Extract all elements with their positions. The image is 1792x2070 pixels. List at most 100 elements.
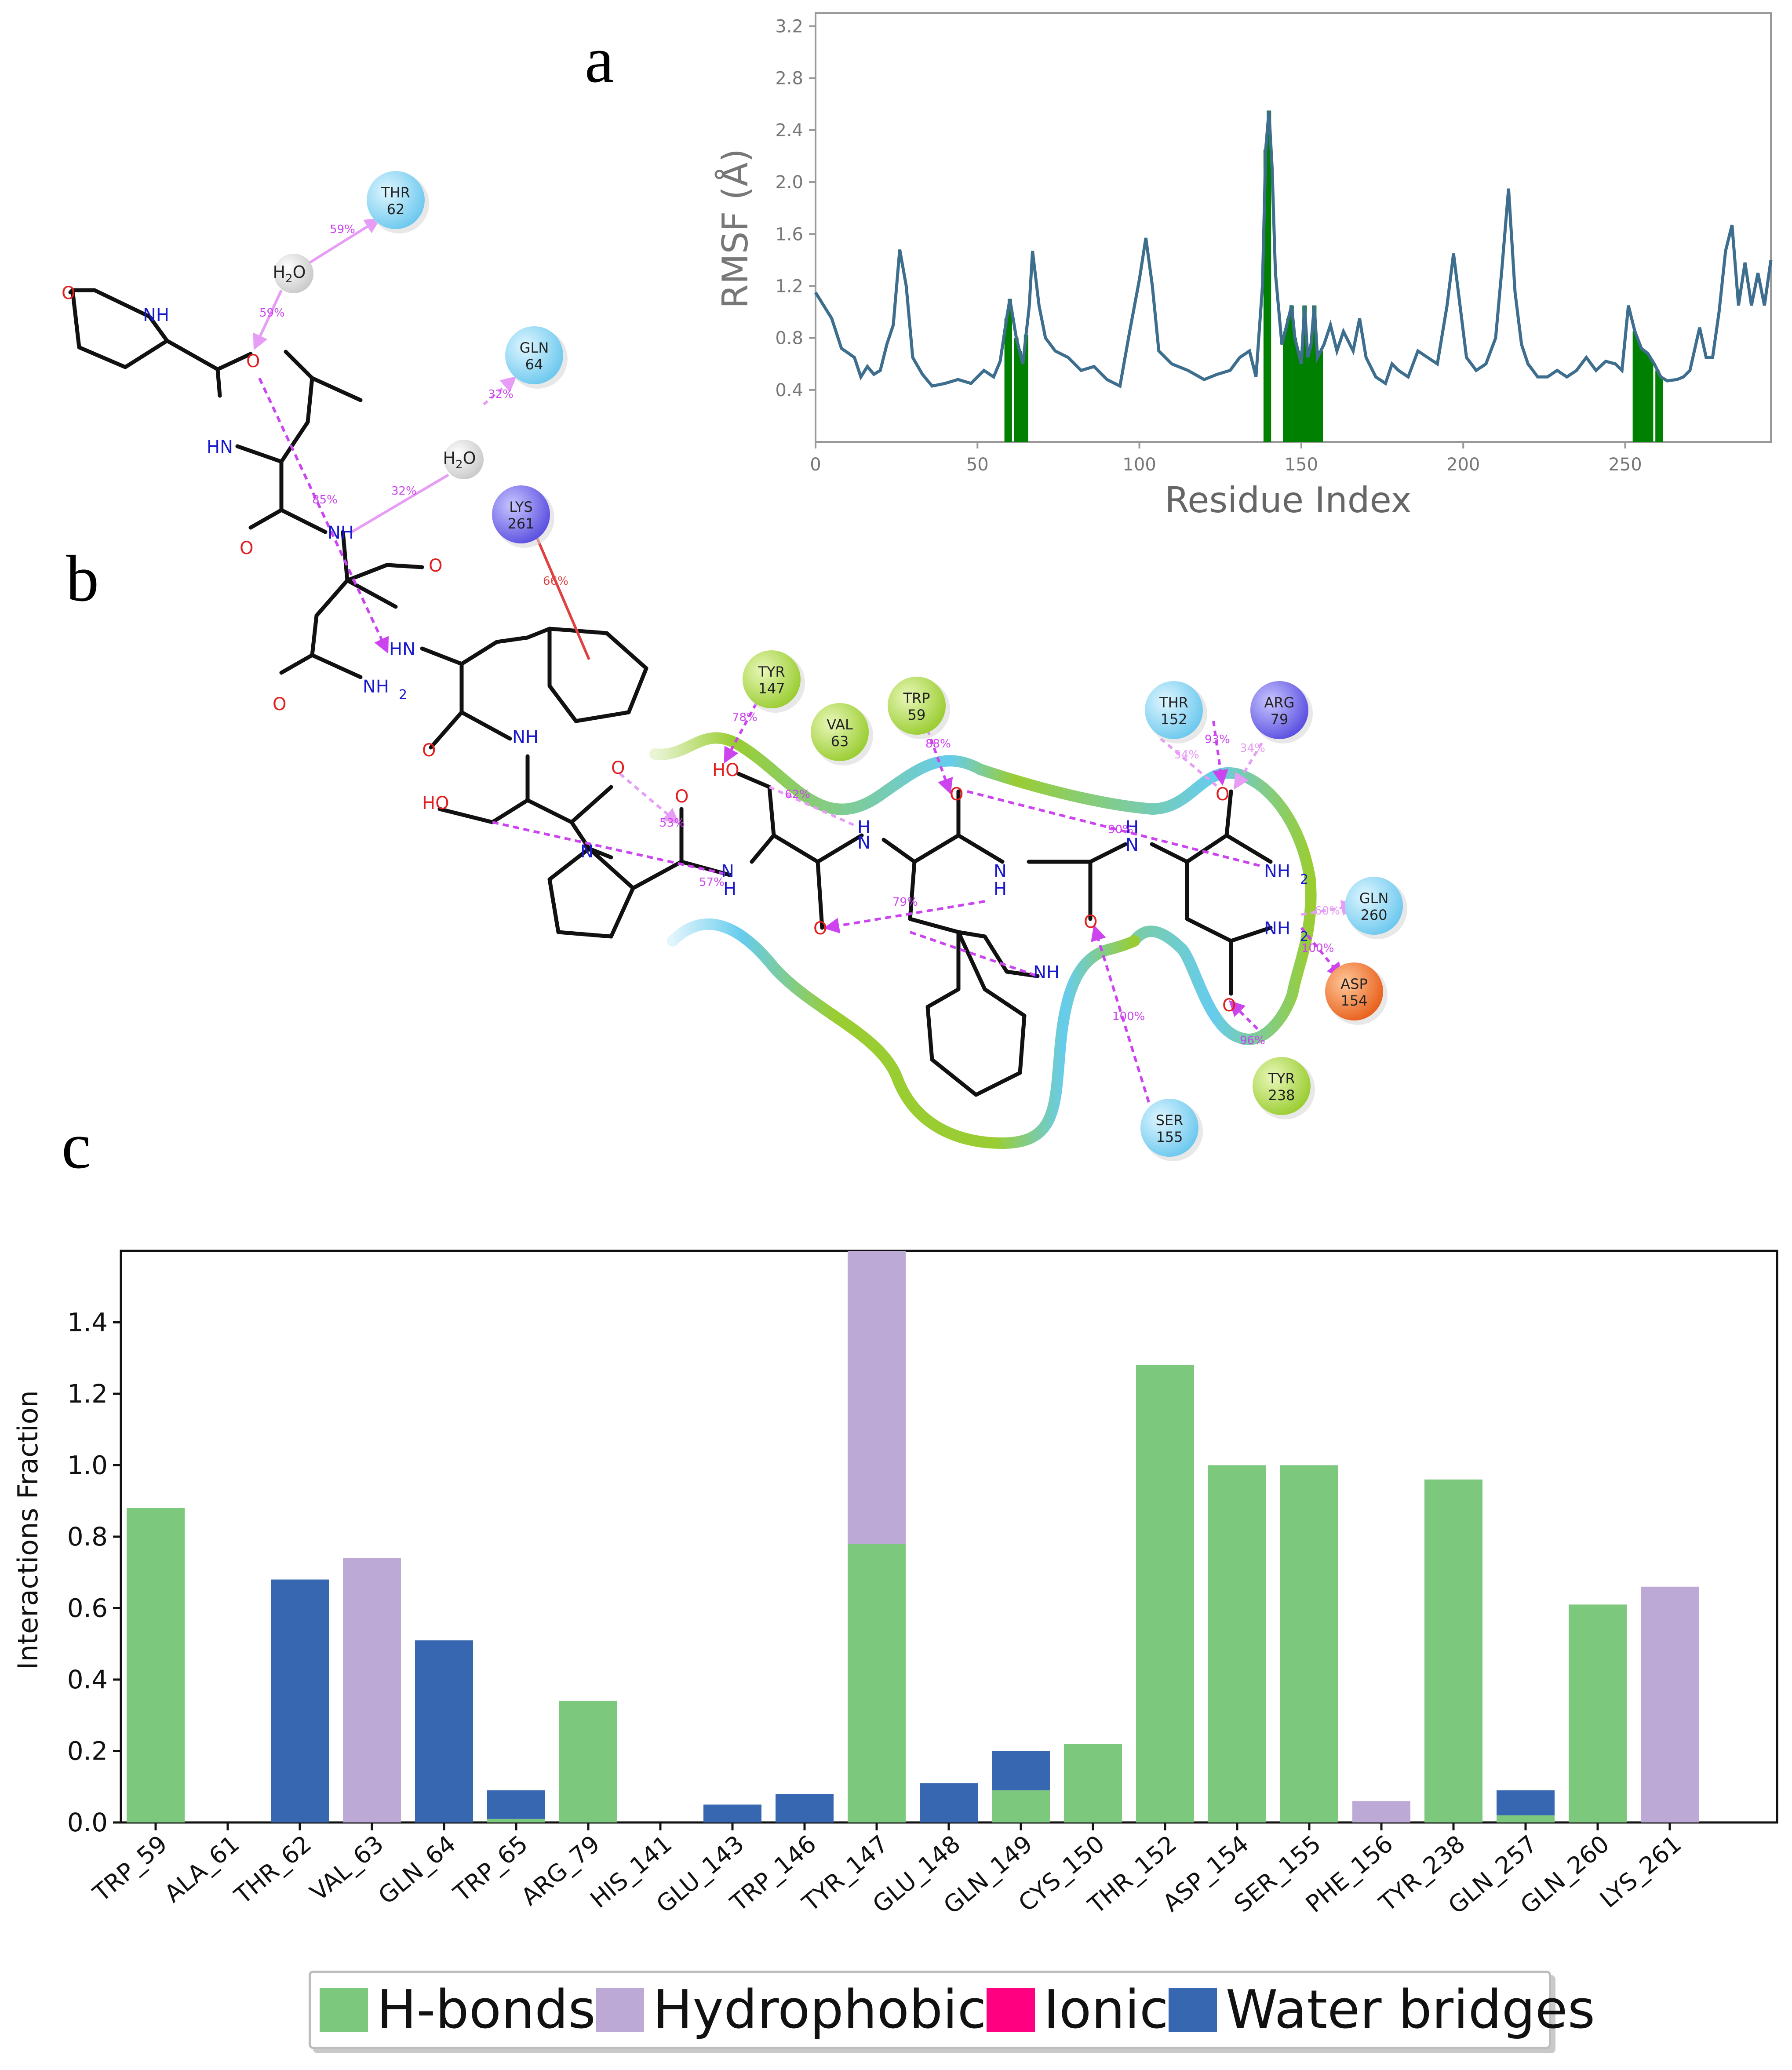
residue-name: LYS xyxy=(509,499,532,515)
percent-label: 32% xyxy=(488,388,514,401)
residue-number: 155 xyxy=(1156,1129,1183,1145)
bar-water-bridges-glu_148 xyxy=(920,1783,978,1822)
rmsf-y-tick-label: 2.4 xyxy=(775,120,803,141)
percent-label: 34% xyxy=(1240,742,1265,755)
interaction-percent-labels: 59% 59% 32% 32% 85% 66% 78% 62% 53% 57% … xyxy=(259,223,1340,1047)
bar-x-tick-label: TRP_59 xyxy=(87,1830,173,1908)
panel-letter-b: b xyxy=(66,542,99,615)
atom-n: N xyxy=(721,861,734,882)
legend-label: Ionic xyxy=(1043,1979,1169,2041)
rmsf-highlight-bar xyxy=(1293,338,1297,442)
percent-label: 93% xyxy=(1205,733,1230,746)
panel-letter-c: c xyxy=(62,1109,91,1182)
bar-x-tick-label: VAL_63 xyxy=(305,1830,389,1906)
atom-sub: 2 xyxy=(399,687,407,703)
residue-name: ARG xyxy=(1264,694,1295,711)
rmsf-highlight-bar xyxy=(1658,377,1663,442)
percent-label: 79% xyxy=(892,896,918,909)
bar-series xyxy=(127,1251,1699,1822)
rmsf-y-tick-label: 1.2 xyxy=(775,276,803,296)
bar-hydrophobic-tyr_147 xyxy=(848,1251,906,1544)
atom-ho: HO xyxy=(712,760,739,780)
water-molecules: H2O H2O xyxy=(273,254,484,479)
chart-legend: H-bonds Hydrophobic Ionic Water bridges xyxy=(309,1971,1595,2049)
atom-o: O xyxy=(422,740,436,761)
legend-swatch-ionic xyxy=(986,1988,1035,2032)
bar-h-bonds-ser_155 xyxy=(1280,1465,1338,1822)
atom-o: O xyxy=(1084,912,1097,932)
bar-water-bridges-gln_257 xyxy=(1497,1790,1555,1815)
residue-name: THR xyxy=(1159,694,1188,711)
legend-item-ionic: Ionic xyxy=(986,1979,1169,2041)
rmsf-x-tick-label: 50 xyxy=(966,455,989,475)
bar-y-tick-label: 1.4 xyxy=(67,1308,108,1337)
rmsf-highlight-bar xyxy=(1014,338,1019,442)
rmsf-chart: 0.40.81.21.62.02.42.83.20 50 100 150 200 250 … xyxy=(714,12,1773,521)
ligand-skeleton xyxy=(68,288,1273,1097)
atom-n: N xyxy=(994,861,1007,882)
svg-text:H2O: H2O xyxy=(443,448,476,471)
atom-labels: O NH O HN O NH O HN O NH 2 NH O HO O N O… xyxy=(62,283,1308,1016)
bar-h-bonds-tyr_147 xyxy=(848,1544,906,1822)
atom-o: O xyxy=(950,784,963,805)
atom-o: O xyxy=(1222,995,1236,1016)
interaction-lines xyxy=(253,218,1358,1113)
atom-o: O xyxy=(62,283,75,303)
percent-label: 59% xyxy=(330,223,355,236)
ligand-interaction-diagram: O NH O HN O NH O HN O NH 2 NH O HO O N O… xyxy=(62,171,1407,1161)
residue-number: 154 xyxy=(1340,992,1367,1009)
legend-swatch-water-bridges xyxy=(1168,1988,1217,2032)
residue-number: 62 xyxy=(387,201,405,218)
legend-swatch-hydrophobic xyxy=(595,1988,644,2032)
panel-letter-a: a xyxy=(585,23,614,96)
atom-o: O xyxy=(240,538,253,558)
atom-n: N xyxy=(857,833,871,853)
bar-x-tick-label: THR_62 xyxy=(229,1830,317,1910)
rmsf-highlight-bar xyxy=(1283,331,1288,442)
percent-label: 85% xyxy=(312,493,338,507)
rmsf-highlight-bar xyxy=(1020,364,1025,442)
atom-hn: HN xyxy=(207,437,233,457)
residue-number: 260 xyxy=(1360,907,1387,923)
rmsf-highlight-bar xyxy=(1315,357,1320,442)
atom-h: H xyxy=(994,879,1007,899)
bar-water-bridges-trp_146 xyxy=(776,1794,834,1822)
percent-label: 90% xyxy=(1108,823,1133,836)
bar-h-bonds-trp_65 xyxy=(487,1819,545,1822)
legend-item-hydrophobic: Hydrophobic xyxy=(595,1979,987,2041)
atom-nh: NH xyxy=(512,727,539,747)
bar-x-tick-label: GLN_64 xyxy=(373,1830,461,1910)
rmsf-x-tick-label: 200 xyxy=(1446,455,1480,475)
residue-number: 59 xyxy=(908,707,926,723)
bar-water-bridges-trp_65 xyxy=(487,1790,545,1819)
atom-hn: HN xyxy=(389,639,415,660)
rmsf-y-tick-label: 2.0 xyxy=(775,172,803,193)
bar-y-tick-label: 0.4 xyxy=(67,1665,108,1695)
water-2: H2O xyxy=(443,440,484,479)
atom-nh2: NH xyxy=(1264,918,1290,939)
rmsf-y-axis-label: RMSF (Å) xyxy=(714,149,756,309)
residue-number: 147 xyxy=(758,680,785,697)
svg-text:H2O: H2O xyxy=(273,262,306,285)
bar-water-bridges-gln_64 xyxy=(415,1640,473,1822)
legend-label: Water bridges xyxy=(1225,1979,1595,2041)
residue-name: GLN xyxy=(1359,890,1389,907)
rmsf-y-tick-label: 2.8 xyxy=(775,69,803,89)
residue-name: TRP xyxy=(903,690,930,707)
residue-bubbles: THR62GLN64LYS261TYR147VAL63TRP59THR152AR… xyxy=(367,171,1407,1161)
hbond-water-o xyxy=(253,289,283,350)
interactions-fraction-chart: 0.0 0.2 0.4 0.6 0.8 1.0 1.2 1.4 TRP_59ALA_61THR_… xyxy=(12,1250,1778,1920)
bar-water-bridges-gln_149 xyxy=(992,1751,1050,1790)
bar-h-bonds-arg_79 xyxy=(559,1701,617,1822)
rmsf-highlight-bar xyxy=(1004,318,1009,442)
atom-h: H xyxy=(1125,817,1139,838)
rmsf-highlight-bar xyxy=(1023,335,1028,442)
residue-name: ASP xyxy=(1340,976,1368,992)
pi-cation-lys261 xyxy=(535,536,590,660)
bar-x-tick-label: LYS_261 xyxy=(1595,1830,1686,1913)
residue-name: VAL xyxy=(827,716,853,733)
bar-h-bonds-tyr_238 xyxy=(1424,1480,1482,1822)
